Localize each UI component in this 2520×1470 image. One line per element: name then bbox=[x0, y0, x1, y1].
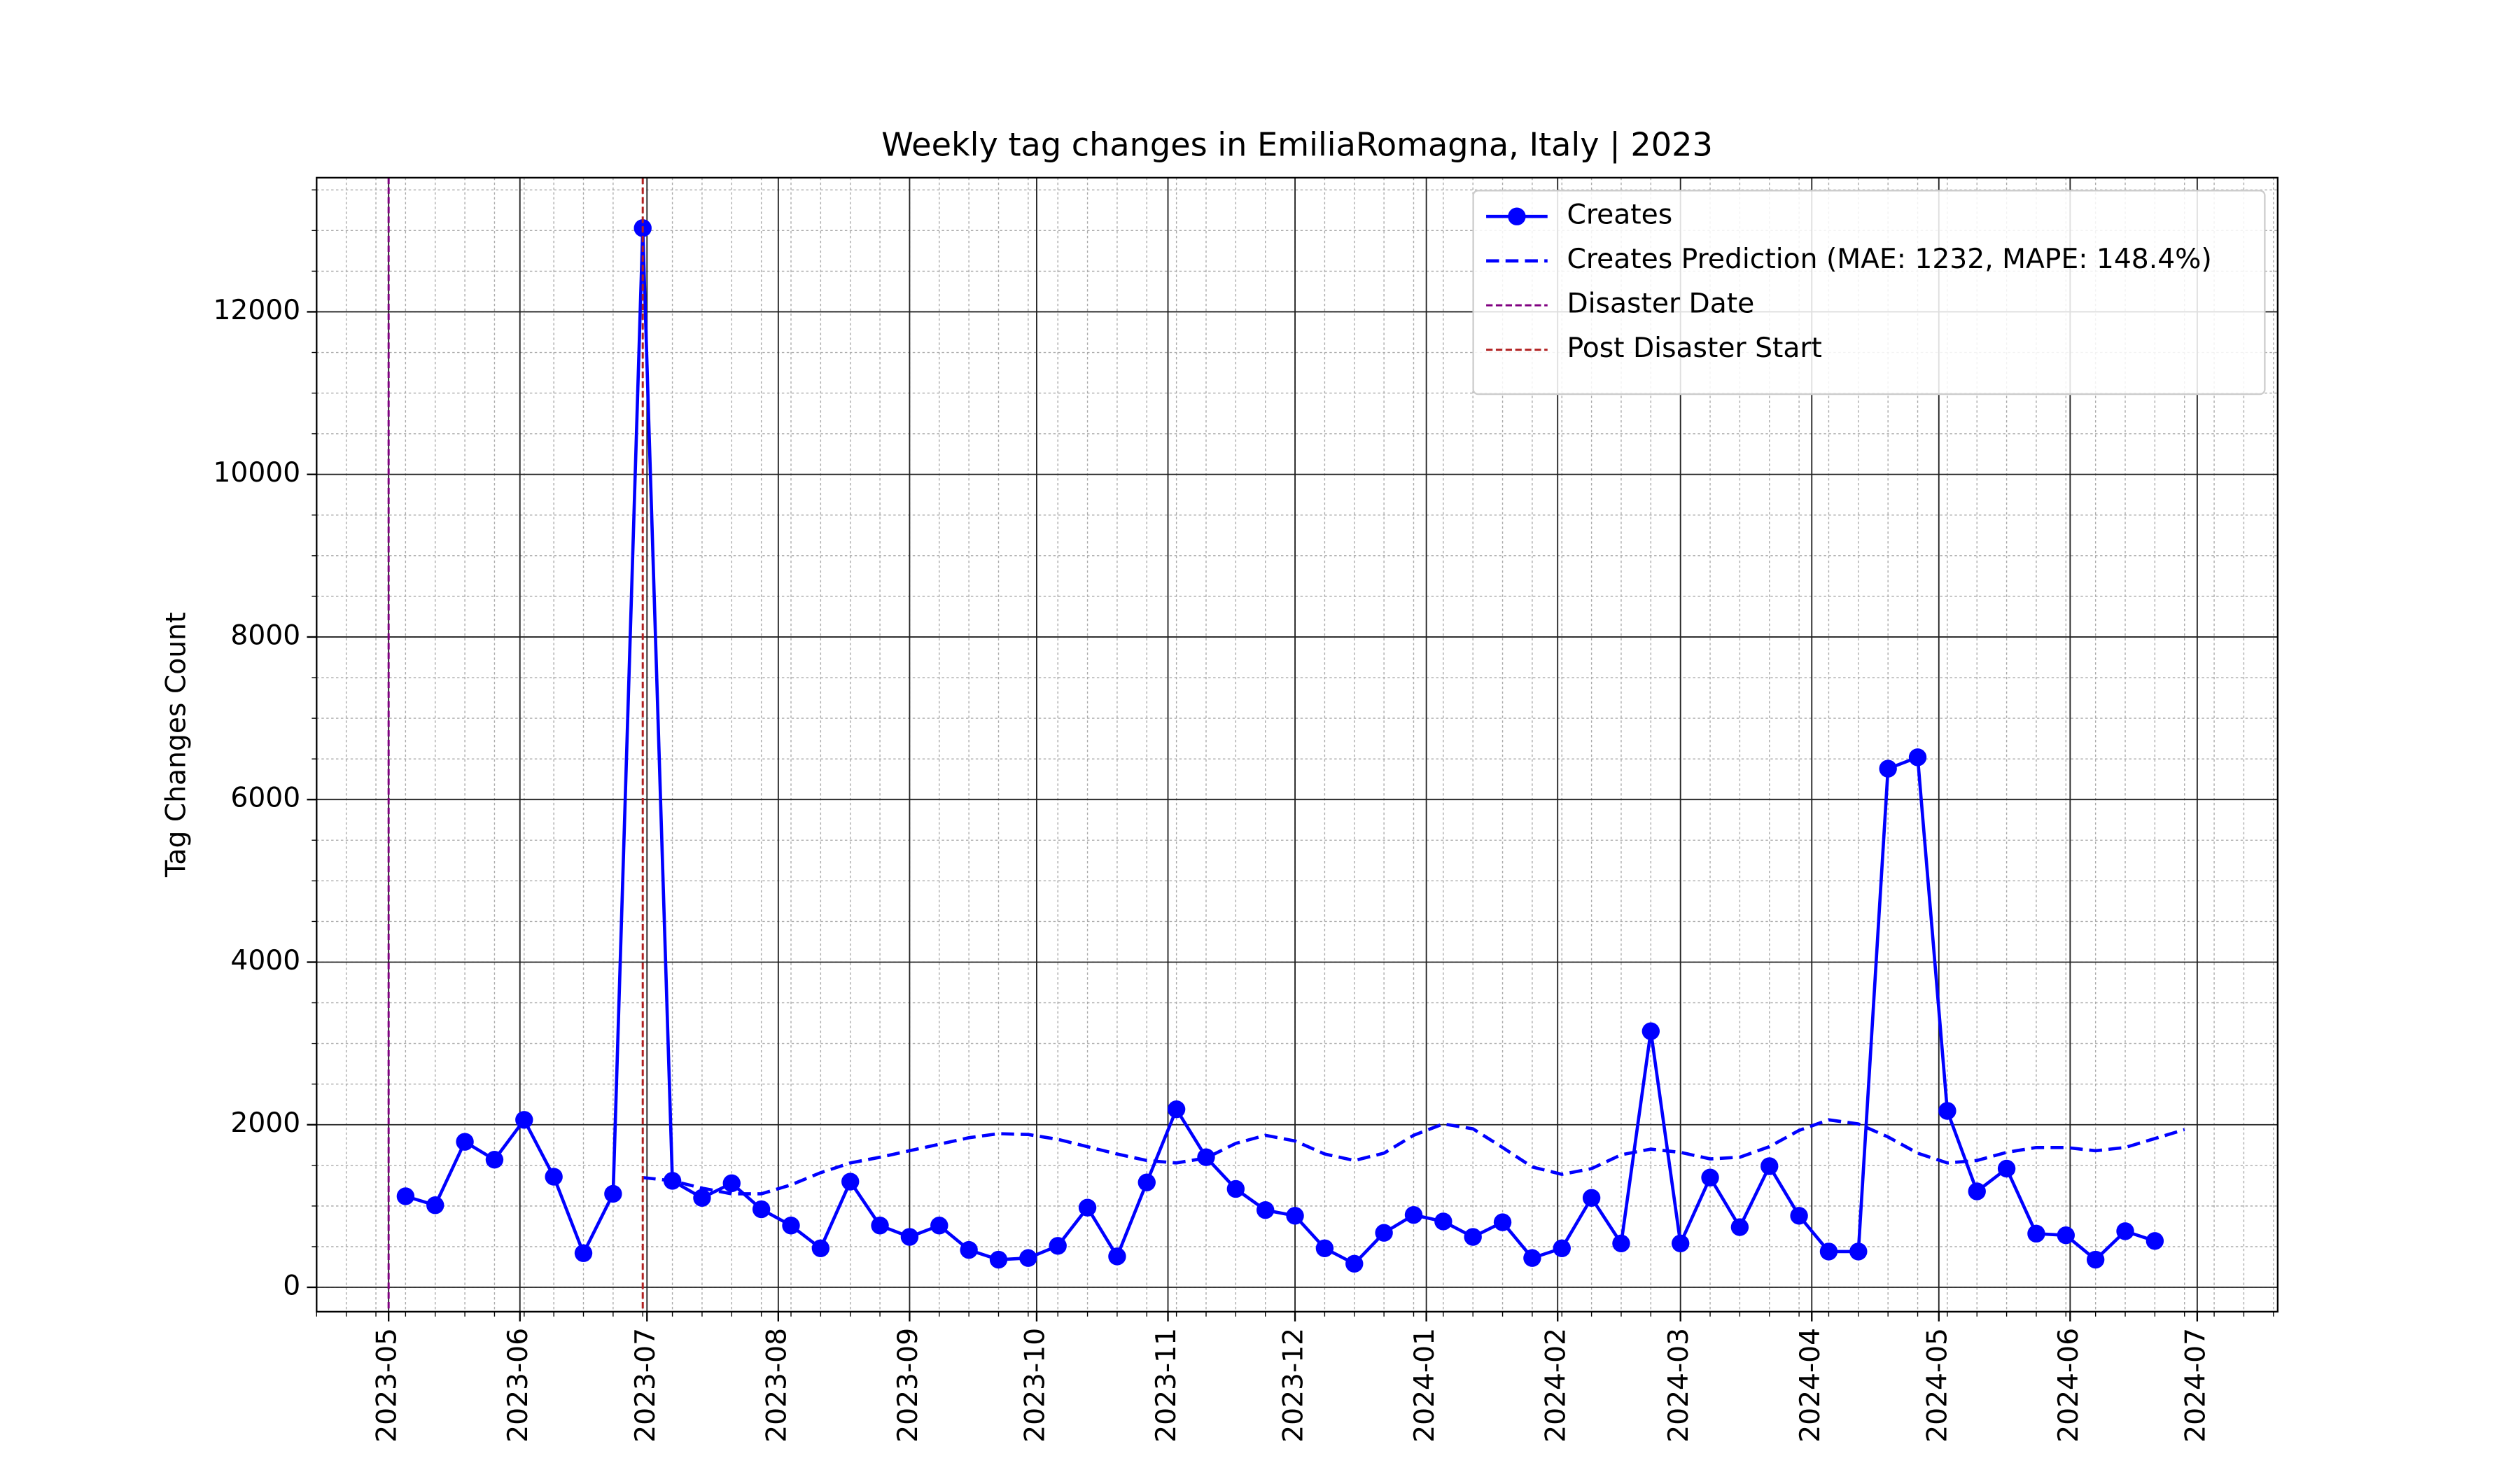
x-tick-label: 2023-05 bbox=[372, 1328, 403, 1443]
point bbox=[2027, 1224, 2045, 1243]
point bbox=[989, 1250, 1008, 1269]
point bbox=[1642, 1022, 1660, 1040]
point bbox=[1760, 1157, 1779, 1175]
point bbox=[1493, 1213, 1512, 1231]
x-tick-label: 2024-05 bbox=[1921, 1328, 1953, 1443]
point bbox=[752, 1200, 771, 1219]
point bbox=[1256, 1200, 1275, 1219]
y-tick-label: 0 bbox=[283, 1270, 300, 1302]
point bbox=[1849, 1242, 1868, 1261]
x-tick-label: 2024-01 bbox=[1409, 1328, 1441, 1443]
point bbox=[1582, 1189, 1601, 1207]
y-tick-label: 8000 bbox=[230, 620, 300, 651]
legend-box bbox=[1472, 190, 2266, 396]
point bbox=[1404, 1205, 1423, 1224]
x-tick-label: 2023-10 bbox=[1019, 1328, 1051, 1443]
point bbox=[1197, 1148, 1215, 1166]
plot-frame bbox=[316, 176, 2278, 1312]
point bbox=[2086, 1250, 2105, 1269]
point bbox=[2146, 1232, 2164, 1250]
point bbox=[456, 1133, 474, 1151]
legend-label: Post Disaster Start bbox=[1567, 332, 1821, 364]
x-tick-label: 2024-06 bbox=[2053, 1328, 2085, 1443]
point bbox=[960, 1240, 978, 1259]
point bbox=[604, 1184, 622, 1203]
x-tick-label: 2024-04 bbox=[1795, 1328, 1826, 1443]
y-tick-label: 10000 bbox=[213, 457, 300, 489]
point bbox=[1730, 1218, 1749, 1236]
x-axis-label: Date bbox=[1264, 1466, 1330, 1470]
chart-title: Weekly tag changes in EmiliaRomagna, Ita… bbox=[881, 126, 1713, 164]
point bbox=[1434, 1212, 1452, 1231]
point bbox=[545, 1168, 563, 1186]
y-tick-label: 12000 bbox=[213, 295, 300, 326]
point bbox=[1997, 1159, 2016, 1178]
y-tick-label: 6000 bbox=[230, 783, 300, 814]
x-tick-label: 2023-12 bbox=[1278, 1328, 1310, 1443]
point bbox=[930, 1217, 948, 1235]
x-tick-label: 2023-11 bbox=[1151, 1328, 1182, 1443]
point bbox=[1523, 1249, 1541, 1267]
x-tick-label: 2023-07 bbox=[630, 1328, 662, 1443]
point bbox=[426, 1196, 444, 1214]
point bbox=[2116, 1222, 2134, 1240]
x-tick-label: 2024-03 bbox=[1663, 1328, 1695, 1443]
y-axis-label: Tag Changes Count bbox=[160, 612, 192, 878]
legend-marker bbox=[1508, 207, 1526, 225]
point bbox=[1108, 1247, 1126, 1266]
point bbox=[1553, 1239, 1571, 1257]
point bbox=[782, 1217, 800, 1235]
legend-label: Creates Prediction (MAE: 1232, MAPE: 148… bbox=[1567, 244, 2211, 275]
point bbox=[515, 1111, 533, 1129]
y-tick-label: 2000 bbox=[230, 1107, 300, 1139]
point bbox=[574, 1244, 593, 1262]
point bbox=[1671, 1234, 1690, 1252]
point bbox=[900, 1228, 919, 1246]
point bbox=[1138, 1173, 1156, 1191]
point bbox=[1819, 1242, 1838, 1261]
point bbox=[1790, 1207, 1808, 1225]
x-tick-label: 2023-08 bbox=[761, 1328, 792, 1443]
point bbox=[693, 1189, 711, 1207]
point bbox=[1938, 1102, 1956, 1120]
point bbox=[811, 1239, 830, 1257]
point bbox=[1315, 1239, 1334, 1257]
y-tick-label: 4000 bbox=[230, 945, 300, 976]
point bbox=[1464, 1228, 1482, 1246]
point bbox=[2057, 1226, 2075, 1245]
point bbox=[1701, 1168, 1719, 1186]
point bbox=[1226, 1180, 1245, 1198]
point bbox=[1612, 1234, 1630, 1252]
x-tick-label: 2023-06 bbox=[503, 1328, 534, 1443]
x-tick-label: 2024-02 bbox=[1541, 1328, 1572, 1443]
point bbox=[485, 1150, 504, 1169]
point bbox=[722, 1174, 741, 1193]
series-line bbox=[642, 1118, 2185, 1196]
point bbox=[1879, 760, 1897, 778]
point bbox=[1049, 1237, 1067, 1255]
point bbox=[871, 1217, 889, 1235]
point bbox=[1375, 1224, 1393, 1242]
x-tick-label: 2024-07 bbox=[2180, 1328, 2211, 1443]
point bbox=[1286, 1207, 1304, 1225]
point bbox=[1908, 748, 1927, 766]
legend-label: Disaster Date bbox=[1567, 288, 1754, 320]
point bbox=[1167, 1100, 1186, 1119]
point bbox=[396, 1187, 415, 1205]
point bbox=[1019, 1249, 1037, 1267]
point bbox=[1968, 1182, 1986, 1200]
point bbox=[1345, 1254, 1364, 1273]
point bbox=[1078, 1198, 1097, 1217]
point bbox=[841, 1172, 860, 1191]
x-tick-label: 2023-09 bbox=[892, 1328, 924, 1443]
legend-label: Creates bbox=[1567, 200, 1672, 231]
